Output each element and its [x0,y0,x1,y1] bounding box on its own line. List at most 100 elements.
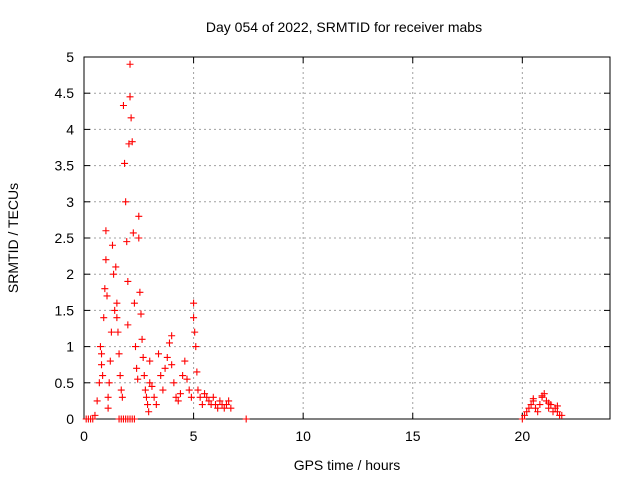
data-point [163,353,171,361]
data-point [117,386,125,394]
data-point [103,292,111,300]
data-point [170,379,178,387]
data-point [129,229,137,237]
data-point [140,372,148,380]
data-point [122,198,130,206]
y-axis-label: SRMTID / TECUs [5,183,21,293]
data-point [96,343,104,351]
y-tick-label: 1 [66,339,74,355]
data-point [144,401,152,409]
data-point [91,411,99,419]
data-point [128,138,136,146]
data-point [534,408,542,416]
data-point [198,401,206,409]
data-point [93,397,101,405]
data-point [113,299,121,307]
data-point [104,393,112,401]
data-point [108,241,116,249]
data-point [159,386,167,394]
x-tick-label: 20 [515,428,531,444]
data-point [118,393,126,401]
data-point [104,404,112,412]
y-tick-label: 3 [66,194,74,210]
data-point [529,395,537,403]
data-point [106,357,114,365]
data-point [123,238,131,246]
data-point [183,375,191,383]
data-point [112,263,120,271]
data-point [212,401,219,409]
data-point [525,404,533,412]
data-point [114,328,122,336]
x-tick-label: 5 [190,428,198,444]
y-tick-labels: 0 0.5 1 1.5 2 2.5 3 3.5 4 4.5 5 [55,49,75,427]
data-point [227,404,235,412]
data-point [146,379,154,387]
data-point [98,350,106,358]
data-point [110,270,118,278]
data-point [134,375,142,383]
data-point [119,102,127,110]
data-point [161,364,169,372]
data-point [105,379,113,387]
data-point [133,364,141,372]
data-point [201,390,209,398]
data-point [545,399,553,407]
data-point [168,332,176,340]
data-point [102,256,110,264]
data-point [99,372,107,380]
data-point [100,314,108,322]
data-point [172,393,180,401]
x-tick-label: 10 [295,428,311,444]
data-point [89,415,97,423]
x-tick-label: 15 [405,428,421,444]
data-point [531,404,539,412]
data-point [152,401,160,409]
data-point [521,411,529,419]
data-point [138,335,146,343]
data-point [168,361,176,369]
data-point [190,299,198,307]
x-tick-labels: 0 5 10 15 20 [80,428,530,444]
data-point [121,159,129,167]
data-point [127,114,135,122]
data-point [190,314,198,322]
data-point [102,227,110,235]
data-point [209,393,217,401]
data-point [165,339,173,347]
data-point [137,310,145,318]
data-point [130,299,138,307]
data-point [527,401,535,409]
data-point [139,353,147,361]
y-tick-label: 3.5 [55,158,75,174]
data-point [135,234,143,242]
data-point [130,415,138,423]
y-tick-label: 4.5 [55,85,75,101]
data-point [141,386,149,394]
chart-title: Day 054 of 2022, SRMTID for receiver mab… [206,19,482,35]
data-point [126,93,134,101]
data-point [136,288,144,296]
data-point [132,343,140,351]
data-point [150,393,158,401]
data-point [116,372,124,380]
data-point [203,393,211,401]
data-point [181,357,189,365]
data-point [523,408,531,416]
y-tick-label: 0.5 [55,375,75,391]
y-tick-label: 2.5 [55,230,75,246]
data-point [222,401,230,409]
plot-frame [83,56,611,420]
data-point [107,328,115,336]
data-point [193,368,201,376]
y-tick-label: 5 [66,49,74,65]
data-points [82,60,566,423]
data-point [194,386,202,394]
data-point [192,343,200,351]
data-point [145,408,153,416]
data-point [146,357,154,365]
x-axis-label: GPS time / hours [294,457,401,473]
data-point [187,393,195,401]
data-point [135,212,143,220]
